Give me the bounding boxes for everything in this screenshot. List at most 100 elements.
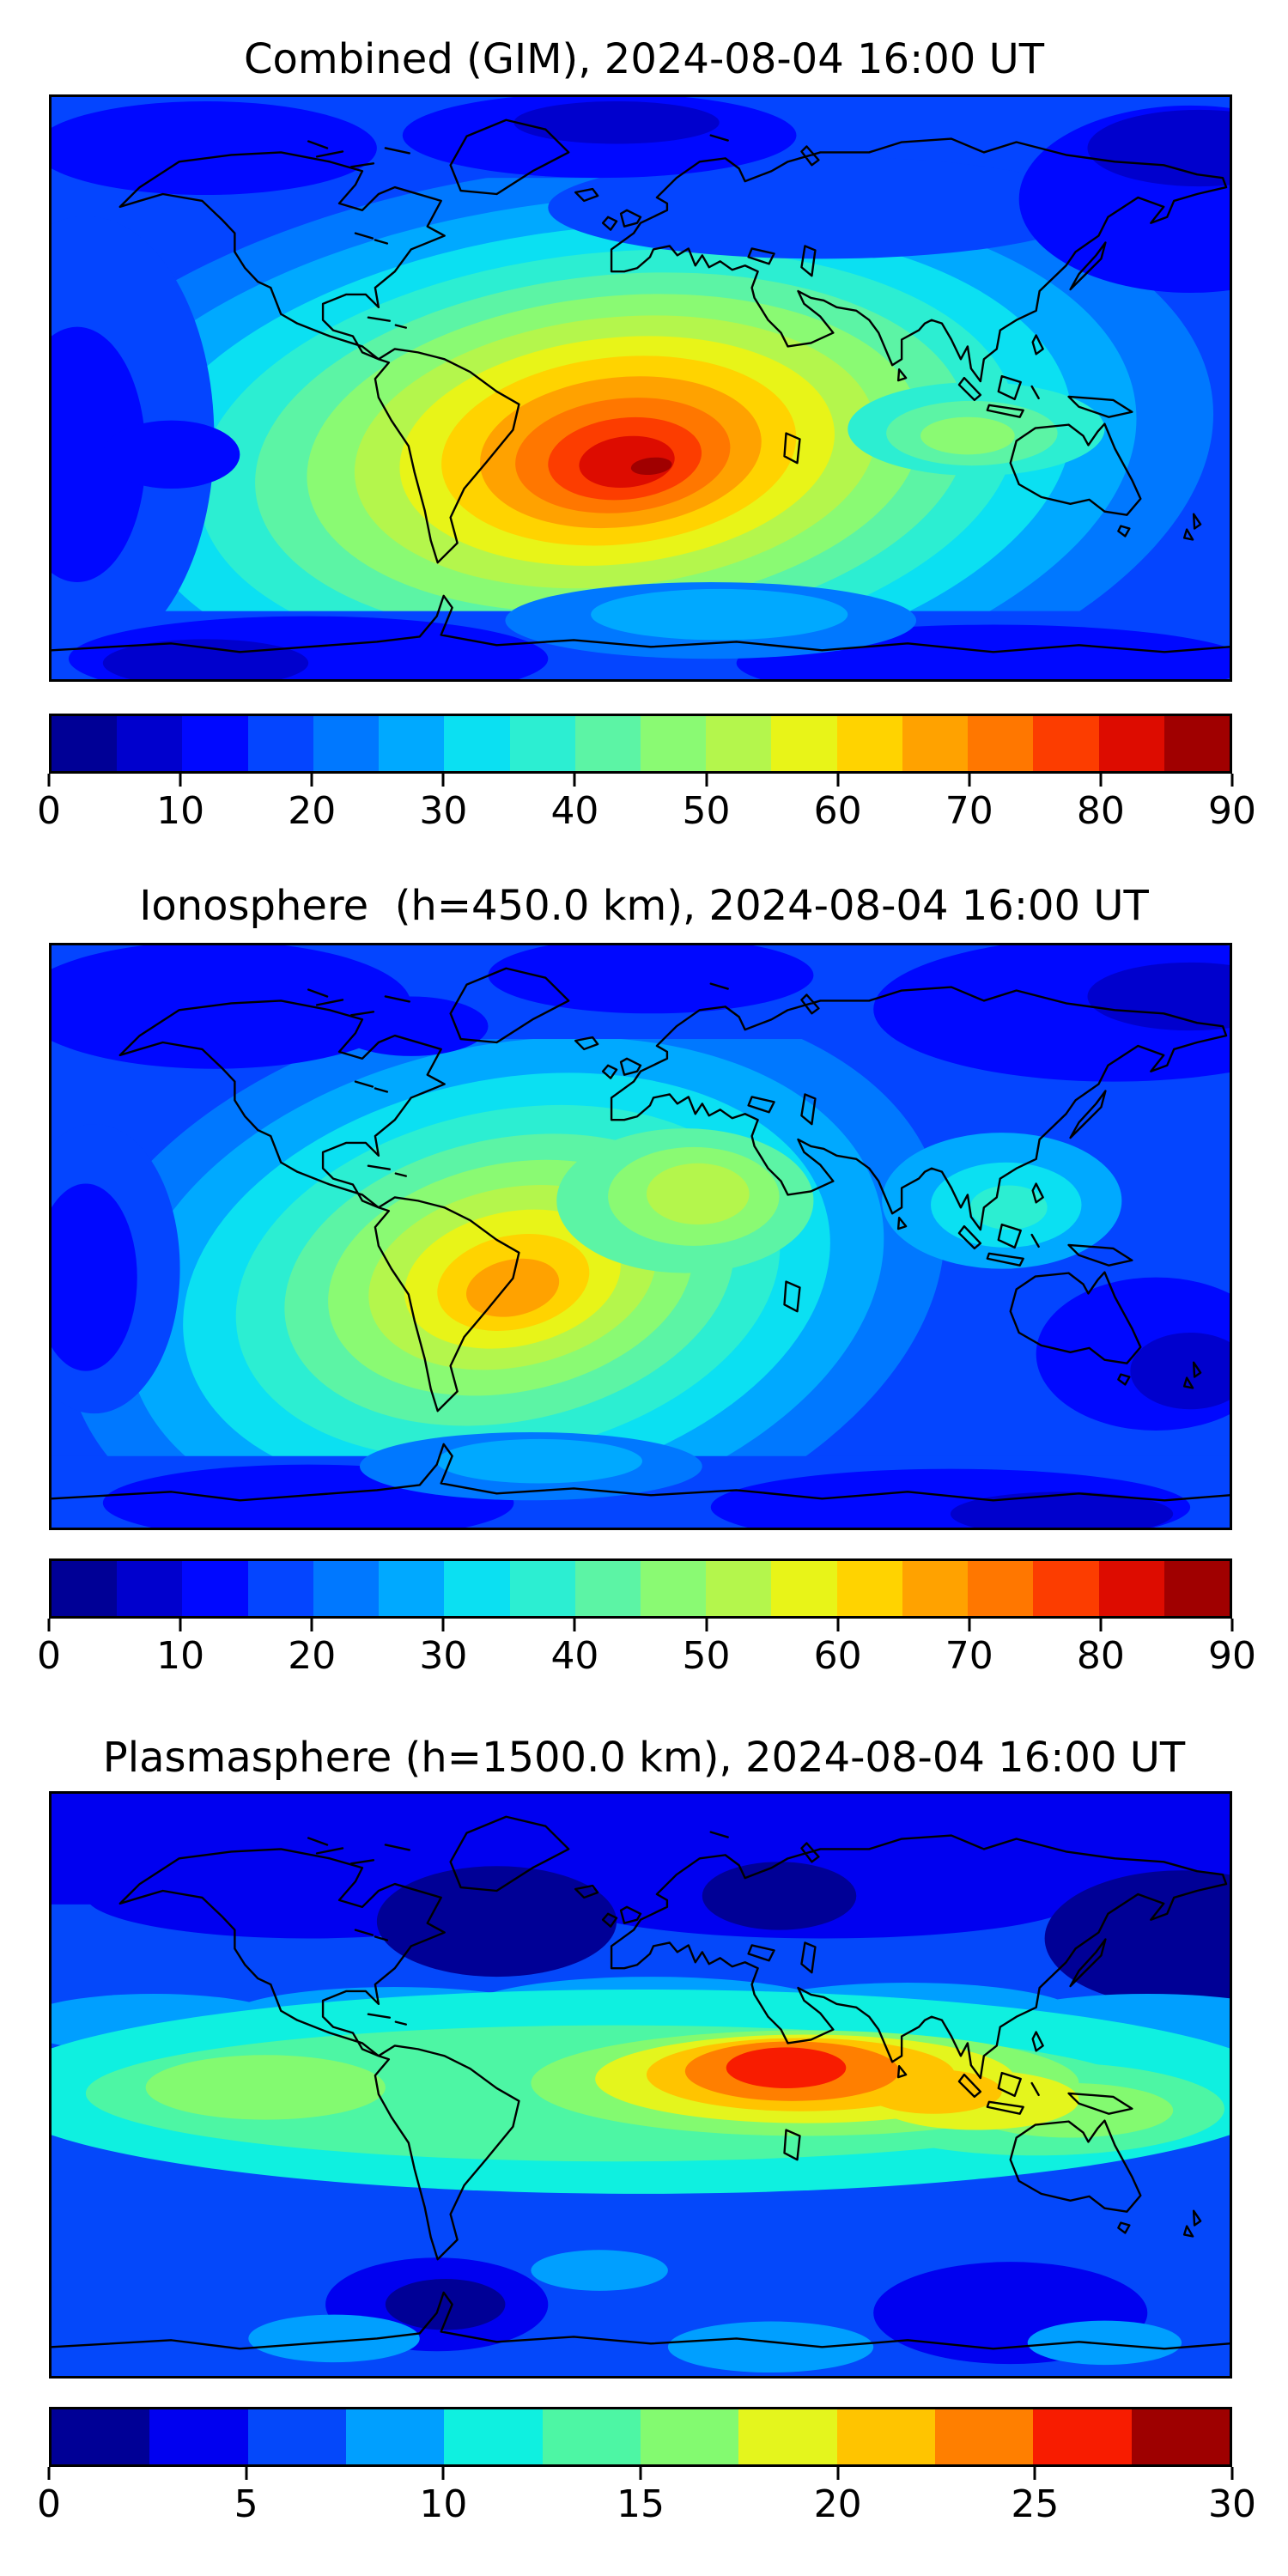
colorbar-tick-label: 70 (945, 1634, 993, 1678)
colorbar-segment (1163, 716, 1230, 771)
colorbar-tick (573, 774, 576, 787)
colorbar-tick-label: 40 (550, 789, 599, 833)
map-ionosphere-svg (52, 945, 1230, 1528)
colorbar-tick-label: 10 (156, 789, 205, 833)
colorbar-tick-label: 20 (288, 1634, 337, 1678)
colorbar-segment (968, 1561, 1034, 1616)
colorbar-tick (441, 774, 445, 787)
colorbar-ionosphere-ticks: 0 10 20 30 40 50 60 70 80 90 (37, 1619, 1256, 1696)
colorbar-segment (1163, 1561, 1230, 1616)
colorbar-tick-label: 20 (288, 789, 337, 833)
colorbar-tick-label: 30 (419, 789, 468, 833)
colorbar-segment (771, 1561, 837, 1616)
colorbar-segment (182, 716, 248, 771)
colorbar-tick-label: 20 (813, 2482, 862, 2526)
colorbar-segment (738, 2409, 837, 2464)
colorbar-tick-label: 10 (156, 1634, 205, 1678)
colorbar-segment (509, 716, 575, 771)
colorbar-combined-ticks: 0 10 20 30 40 50 60 70 80 90 (37, 774, 1256, 851)
colorbar-segment (345, 2409, 445, 2464)
colorbar-plasmasphere-ticks: 0 5 10 15 20 25 30 (37, 2467, 1256, 2544)
colorbar-segment (1033, 1561, 1099, 1616)
colorbar-tick-label: 0 (37, 789, 61, 833)
colorbar-segment (247, 2409, 346, 2464)
colorbar-tick (47, 774, 51, 787)
colorbar-tick-label: 15 (617, 2482, 665, 2526)
colorbar-tick (441, 2467, 445, 2480)
colorbar-segment (379, 716, 445, 771)
colorbar-segment (52, 1561, 118, 1616)
colorbar-tick (1230, 1619, 1234, 1631)
colorbar-segment (444, 1561, 510, 1616)
colorbar-tick-label: 60 (813, 1634, 862, 1678)
colorbar-tick-label: 10 (419, 2482, 468, 2526)
colorbar-segment (182, 1561, 248, 1616)
colorbar-tick (836, 774, 840, 787)
colorbar-tick (573, 1619, 576, 1631)
colorbar-segment (52, 2409, 150, 2464)
colorbar-segment (640, 716, 707, 771)
colorbar-tick (310, 774, 313, 787)
colorbar-segment (968, 716, 1034, 771)
colorbar-tick (310, 1619, 313, 1631)
colorbar-combined (49, 714, 1232, 774)
colorbar-segment (771, 716, 837, 771)
panel-3-title: Plasmasphere (h=1500.0 km), 2024-08-04 1… (102, 1734, 1186, 1782)
colorbar-tick (245, 2467, 248, 2480)
map-plasmasphere (49, 1791, 1232, 2379)
colorbar-tick (705, 774, 708, 787)
colorbar-tick (639, 2467, 642, 2480)
colorbar-segment (836, 1561, 902, 1616)
colorbar-plasmasphere (49, 2407, 1232, 2467)
colorbar-tick-label: 25 (1011, 2482, 1060, 2526)
map-ionosphere (49, 943, 1232, 1530)
map-plasmasphere-svg (52, 1794, 1230, 2376)
colorbar-segment (1033, 2409, 1132, 2464)
colorbar-segment (542, 2409, 641, 2464)
colorbar-segment (640, 2409, 739, 2464)
colorbar-tick (179, 774, 182, 787)
colorbar-segment (640, 1561, 707, 1616)
colorbar-tick (1099, 774, 1103, 787)
colorbar-tick (836, 1619, 840, 1631)
colorbar-tick-label: 0 (37, 1634, 61, 1678)
colorbar-tick-label: 60 (813, 789, 862, 833)
colorbar-segment (574, 716, 641, 771)
colorbar-tick (179, 1619, 182, 1631)
colorbar-tick (968, 1619, 971, 1631)
colorbar-tick-label: 90 (1208, 1634, 1256, 1678)
colorbar-ionosphere (49, 1558, 1232, 1619)
colorbar-segment (902, 1561, 969, 1616)
colorbar-segment (1131, 2409, 1230, 2464)
colorbar-segment (149, 2409, 248, 2464)
colorbar-segment (934, 2409, 1034, 2464)
colorbar-segment (117, 716, 183, 771)
colorbar-segment (836, 2409, 935, 2464)
colorbar-tick-label: 90 (1208, 789, 1256, 833)
colorbar-segment (247, 716, 313, 771)
colorbar-segment (247, 1561, 313, 1616)
colorbar-tick-label: 30 (1208, 2482, 1256, 2526)
colorbar-segment (444, 716, 510, 771)
colorbar-tick (1033, 2467, 1036, 2480)
colorbar-tick-label: 50 (682, 1634, 731, 1678)
colorbar-tick-label: 30 (419, 1634, 468, 1678)
colorbar-tick (47, 2467, 51, 2480)
colorbar-tick-label: 80 (1076, 789, 1125, 833)
map-combined-gim (49, 94, 1232, 682)
colorbar-segment (117, 1561, 183, 1616)
colorbar-tick-label: 80 (1076, 1634, 1125, 1678)
colorbar-segment (902, 716, 969, 771)
colorbar-tick (1099, 1619, 1103, 1631)
colorbar-tick-label: 50 (682, 789, 731, 833)
colorbar-segment (706, 716, 772, 771)
colorbar-tick (968, 774, 971, 787)
colorbar-segment (706, 1561, 772, 1616)
colorbar-tick-label: 0 (37, 2482, 61, 2526)
colorbar-segment (313, 716, 380, 771)
colorbar-tick-label: 40 (550, 1634, 599, 1678)
colorbar-segment (1098, 1561, 1164, 1616)
colorbar-tick (836, 2467, 840, 2480)
colorbar-tick (1230, 774, 1234, 787)
